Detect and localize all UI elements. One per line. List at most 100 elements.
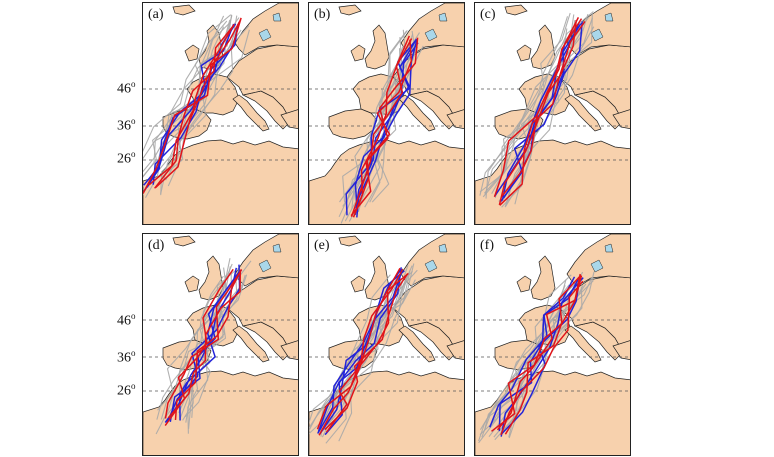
grey-track-a-2 — [143, 21, 231, 160]
lat-label-46-bottom: 46o — [117, 312, 136, 329]
lat-value: 46 — [117, 81, 131, 97]
iceland-land — [338, 4, 362, 16]
grey-track-f-12 — [494, 285, 566, 441]
great-britain-land — [530, 24, 556, 70]
grey-track-c-3 — [482, 13, 589, 198]
blue-track-f-1 — [489, 276, 581, 428]
map-canvas — [143, 3, 298, 224]
map-panel-c: (c) — [474, 2, 631, 225]
lat-value: 36 — [117, 350, 131, 366]
lat-value: 36 — [117, 118, 131, 134]
grey-track-f-3 — [500, 271, 595, 434]
map-canvas — [475, 3, 630, 224]
blue-track-d-2 — [178, 269, 243, 421]
lat-label-36-top: 36o — [117, 117, 136, 134]
blue-track-f-2 — [500, 277, 584, 437]
turkey-land — [446, 109, 464, 129]
iceland-land — [172, 4, 196, 16]
red-track-c-3 — [493, 20, 578, 198]
ireland-land — [184, 275, 200, 293]
red-track-f-2 — [491, 274, 582, 432]
lake-small — [272, 12, 282, 22]
ireland-land — [516, 44, 532, 62]
blue-track-c-0 — [499, 21, 583, 203]
iberia-land — [328, 108, 378, 140]
ireland-land — [516, 275, 532, 293]
red-track-d-2 — [167, 269, 242, 419]
lake-small — [604, 12, 614, 22]
africa-land — [309, 139, 464, 224]
grey-track-d-2 — [191, 268, 242, 418]
turkey-land — [280, 109, 298, 129]
baltic-lake — [258, 28, 272, 42]
map-canvas — [309, 3, 464, 224]
panel-letter: (e) — [314, 238, 330, 253]
turkey-land — [612, 340, 630, 360]
red-track-b-0 — [352, 38, 413, 218]
lat-value: 26 — [117, 383, 131, 399]
degree-mark: o — [131, 116, 136, 126]
grey-track-a-8 — [143, 14, 232, 153]
lake-small — [438, 243, 448, 253]
panel-letter: (d) — [148, 238, 165, 253]
red-track-a-3 — [148, 23, 235, 186]
lat-label-26-bottom: 26o — [117, 382, 136, 399]
panel-letter: (f) — [480, 238, 494, 253]
lat-label-46-top: 46o — [117, 80, 136, 97]
red-track-e-1 — [316, 268, 404, 430]
map-panel-f: (f) — [474, 233, 631, 456]
africa-land — [475, 139, 630, 224]
degree-mark: o — [131, 381, 136, 391]
red-track-a-1 — [143, 17, 242, 194]
italy-land — [232, 325, 270, 363]
baltic-lake — [424, 259, 438, 273]
lake-small — [272, 243, 282, 253]
grey-track-e-13 — [325, 263, 415, 444]
grey-track-c-13 — [485, 12, 571, 199]
red-track-c-2 — [499, 20, 586, 206]
map-canvas — [143, 234, 298, 455]
blue-track-b-3 — [354, 38, 418, 212]
baltic-lake — [590, 28, 604, 42]
turkey-land — [446, 340, 464, 360]
red-track-b-3 — [350, 35, 410, 218]
red-track-e-3 — [325, 272, 409, 433]
panel-letter: (a) — [148, 7, 164, 22]
degree-mark: o — [131, 311, 136, 321]
lat-label-36-bottom: 36o — [117, 349, 136, 366]
map-panel-b: (b) — [308, 2, 465, 225]
map-panel-e: (e) — [308, 233, 465, 456]
degree-mark: o — [131, 348, 136, 358]
italy-land — [564, 325, 602, 363]
lat-label-26-top: 26o — [117, 150, 136, 167]
lake-small — [604, 243, 614, 253]
red-track-a-0 — [155, 19, 242, 189]
ireland-land — [350, 275, 366, 293]
grey-track-f-8 — [478, 280, 573, 444]
ireland-land — [350, 44, 366, 62]
iceland-land — [172, 235, 196, 247]
grey-track-e-12 — [309, 277, 407, 435]
map-canvas — [309, 234, 464, 455]
blue-track-f-3 — [500, 279, 581, 436]
iceland-land — [338, 235, 362, 247]
degree-mark: o — [131, 149, 136, 159]
lat-value: 26 — [117, 151, 131, 167]
italy-land — [564, 94, 602, 132]
baltic-lake — [590, 259, 604, 273]
map-panel-a: (a) — [142, 2, 299, 225]
italy-land — [398, 94, 436, 132]
grey-track-a-12 — [160, 26, 225, 196]
great-britain-land — [530, 255, 556, 301]
grey-track-e-5 — [321, 273, 401, 438]
grey-track-f-9 — [479, 283, 587, 430]
grey-track-e-9 — [338, 275, 409, 442]
baltic-lake — [258, 259, 272, 273]
panel-letter: (c) — [480, 7, 496, 22]
grey-track-c-6 — [505, 26, 595, 205]
lat-value: 46 — [117, 313, 131, 329]
red-track-e-0 — [318, 267, 401, 436]
lake-small — [438, 12, 448, 22]
baltic-lake — [424, 28, 438, 42]
turkey-land — [612, 109, 630, 129]
